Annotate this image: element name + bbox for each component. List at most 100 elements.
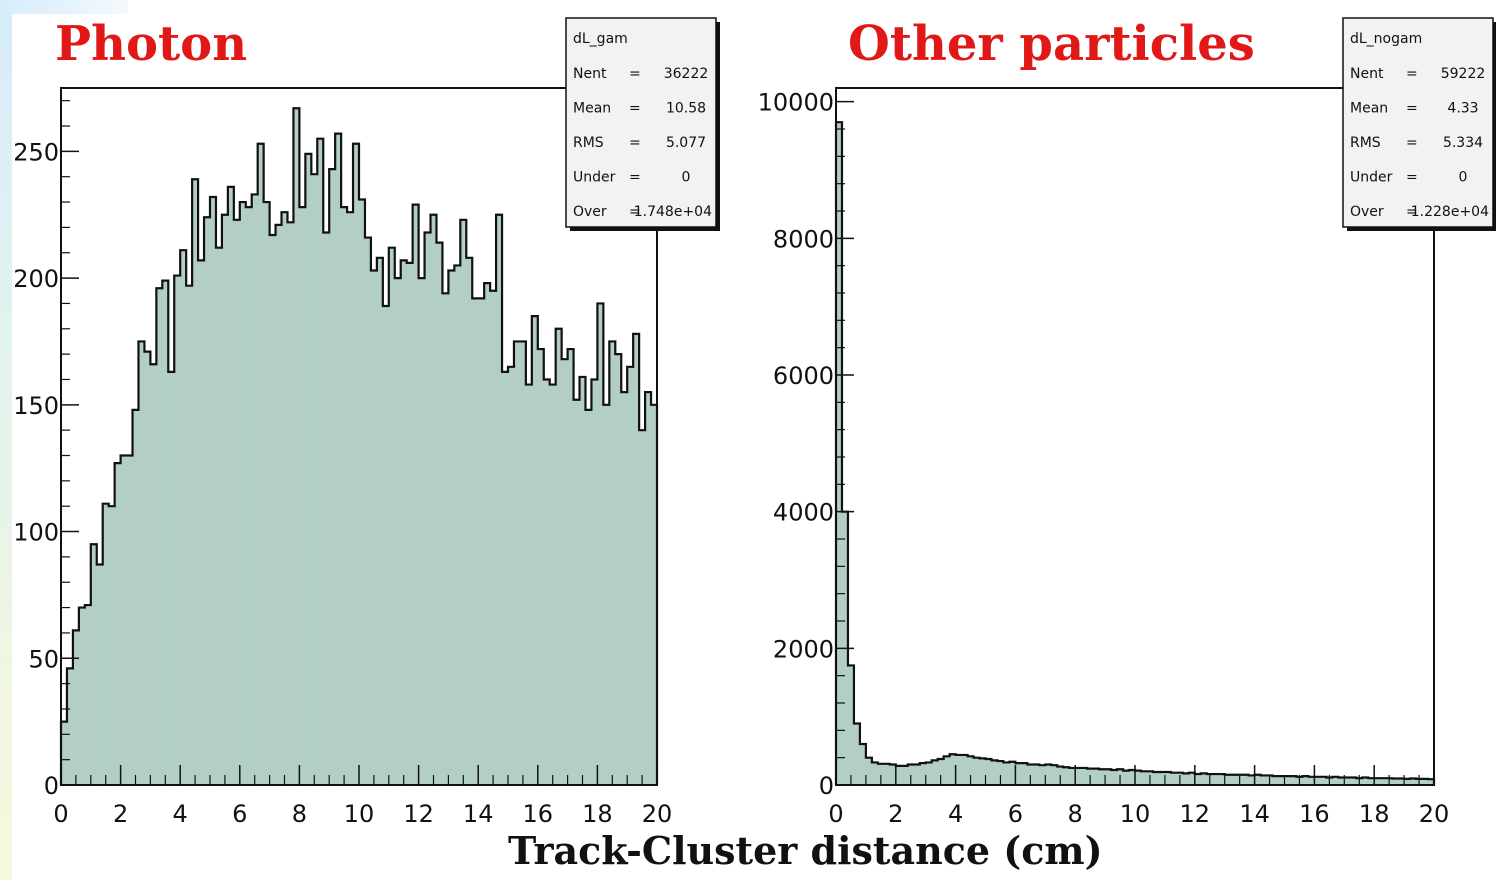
other-bin-bar xyxy=(1093,768,1100,785)
photon-bin-bar xyxy=(150,364,157,785)
photon-y-tick-label: 200 xyxy=(13,265,59,293)
other-histogram-outline xyxy=(834,121,1436,785)
photon-histogram-outline xyxy=(59,107,659,785)
other-x-tick-label: 20 xyxy=(1419,800,1450,828)
other-bin-bar xyxy=(1392,778,1399,785)
other-stats-row-sep: = xyxy=(1406,135,1418,151)
other-x-tick-label: 4 xyxy=(948,800,963,828)
other-bin-bar xyxy=(1422,778,1429,785)
photon-bin-bar xyxy=(96,564,104,785)
photon-bin-bar xyxy=(192,179,199,785)
other-bin-bar xyxy=(1398,778,1405,785)
other-bin-bar xyxy=(865,757,873,785)
other-bin-bar xyxy=(836,122,843,785)
photon-bin-bar xyxy=(221,214,229,785)
photon-stats-row-value: 36222 xyxy=(664,66,709,82)
other-stats-row-sep: = xyxy=(1406,204,1418,220)
other-bin-bar xyxy=(913,764,921,785)
photon-bin-bar xyxy=(430,214,437,785)
other-y-tick-label: 2000 xyxy=(773,635,834,663)
other-bin-bar xyxy=(1308,776,1315,785)
other-bin-bar xyxy=(1248,775,1255,785)
photon-bin-bar xyxy=(466,257,473,785)
photon-bin-bar xyxy=(227,186,235,785)
other-bin-bar xyxy=(1075,767,1082,785)
photon-bin-bar xyxy=(84,605,92,785)
other-bin-bar xyxy=(949,754,956,785)
other-bin-bar xyxy=(1338,777,1345,785)
photon-bin-bar xyxy=(490,290,497,785)
photon-bin-bar xyxy=(359,199,366,785)
other-stats-row-sep: = xyxy=(1406,66,1418,82)
other-bin-bar xyxy=(1242,774,1250,785)
other-bin-bar xyxy=(1003,762,1010,785)
other-bin-bar xyxy=(1182,773,1190,785)
photon-bin-bar xyxy=(215,247,223,785)
other-bin-bar xyxy=(1302,776,1309,785)
photon-bin-bar xyxy=(573,399,580,785)
photon-bin-bar xyxy=(603,404,610,785)
other-bin-bar xyxy=(1314,776,1321,785)
other-bin-bar xyxy=(1039,765,1046,785)
other-bin-bar xyxy=(1111,769,1118,785)
photon-bin-bar xyxy=(317,138,324,785)
photon-x-tick-label: 16 xyxy=(523,800,554,828)
photon-bin-bar xyxy=(168,371,175,785)
photon-bin-bar xyxy=(72,630,80,785)
photon-stats-row-sep: = xyxy=(629,135,641,151)
photon-stats-row-sep: = xyxy=(629,170,641,186)
other-bin-bar xyxy=(979,758,986,785)
other-bin-bar xyxy=(1009,761,1016,785)
photon-bin-bar xyxy=(257,143,265,785)
photon-bin-bar xyxy=(335,133,342,785)
photon-bin-bar xyxy=(436,242,443,785)
photon-bin-bar xyxy=(478,298,485,785)
slide-corner-decoration xyxy=(0,0,128,14)
photon-bin-bar xyxy=(263,202,270,785)
other-bin-bar xyxy=(919,763,927,785)
other-bin-bar xyxy=(1278,776,1285,785)
other-bin-bar xyxy=(907,764,915,785)
photon-bin-bar xyxy=(394,278,402,785)
photon-bin-bar xyxy=(162,280,169,785)
other-bin-bar xyxy=(985,759,992,785)
other-stats-row-label: Mean xyxy=(1350,101,1388,117)
photon-bin-bar xyxy=(376,257,384,785)
other-bin-bar xyxy=(889,764,897,785)
photon-bin-bar xyxy=(144,351,151,785)
photon-bin-bar xyxy=(412,204,419,785)
other-bin-bar xyxy=(871,762,879,785)
other-bin-bar xyxy=(1230,774,1238,785)
other-bin-bar xyxy=(1374,778,1381,785)
photon-bin-bar xyxy=(341,207,348,785)
photon-bin-bar xyxy=(633,333,640,785)
other-bin-bar xyxy=(1320,776,1327,785)
photon-x-tick-label: 18 xyxy=(582,800,613,828)
other-bin-bar xyxy=(1254,774,1261,785)
other-x-tick-label: 14 xyxy=(1239,800,1270,828)
photon-bin-bar xyxy=(90,544,98,785)
other-bin-bar xyxy=(925,762,933,785)
photon-x-tick-label: 4 xyxy=(173,800,188,828)
photon-stats-row-label: Under xyxy=(573,170,616,186)
other-bin-bar xyxy=(1170,772,1178,785)
other-stats-name: dL_nogam xyxy=(1350,31,1422,47)
other-stats-row-value: 0 xyxy=(1459,170,1468,186)
photon-x-tick-label: 8 xyxy=(292,800,307,828)
photon-stats-row-sep: = xyxy=(629,204,641,220)
other-bin-bar xyxy=(1123,770,1130,785)
photon-bin-bar xyxy=(537,349,545,785)
other-bin-bar xyxy=(1045,764,1052,785)
photon-bin-bar xyxy=(114,463,121,785)
other-stats-row-value: 5.334 xyxy=(1443,135,1483,151)
photon-bin-bar xyxy=(502,371,509,785)
other-bin-bar xyxy=(1350,777,1357,785)
other-bin-bar xyxy=(1129,769,1136,785)
other-stats-row-label: Nent xyxy=(1350,66,1384,82)
photon-bin-bar xyxy=(186,285,193,785)
other-bin-bar xyxy=(901,765,909,785)
other-bin-bar xyxy=(1368,778,1375,785)
other-histogram-panel: 0 2 4 6 8 10 12 14 16 18 20 0 2000 4000 6000 8000 10000 d… xyxy=(758,17,1496,828)
photon-bin-bar xyxy=(567,349,574,785)
other-bin-bar xyxy=(931,760,939,785)
